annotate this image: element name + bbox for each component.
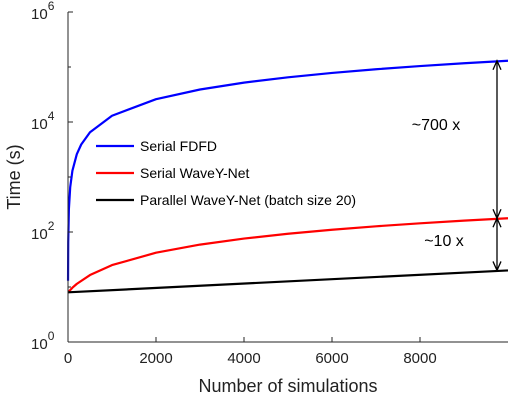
y-tick-label: 106 [31,0,55,23]
axes: 0 2000 4000 6000 8000 100 102 104 106 [31,0,508,367]
x-tick-label: 0 [64,350,72,367]
legend-label: Serial FDFD [140,138,217,154]
x-axis-label: Number of simulations [198,376,377,396]
plot-background [68,12,508,342]
y-tick-label: 104 [31,109,55,133]
annotation-layer: ~700 x ~10 x [412,59,502,273]
series-line-2 [67,217,508,294]
annotation-arrowhead [492,216,502,228]
legend: Serial FDFD Serial WaveY-Net Parallel Wave… [96,138,356,208]
annotation-arrowhead [492,261,502,273]
series-line-3 [67,269,508,294]
annotation-arrowhead [492,59,502,70]
legend-label: Serial WaveY-Net [140,165,250,181]
y-tick-label: 102 [31,219,55,243]
legend-label: Parallel WaveY-Net (batch size 20) [140,192,356,208]
series-line-1 [66,59,508,281]
x-tick-label: 4000 [227,350,260,367]
x-tick-label: 8000 [403,350,436,367]
x-tick-label: 6000 [315,350,348,367]
series-layer [66,59,508,294]
y-tick-label: 100 [31,329,55,353]
y-axis-label: Time (s) [4,144,24,209]
x-tick-label: 2000 [139,350,172,367]
annotation-label: ~10 x [424,233,464,250]
annotation-label: ~700 x [412,117,460,134]
